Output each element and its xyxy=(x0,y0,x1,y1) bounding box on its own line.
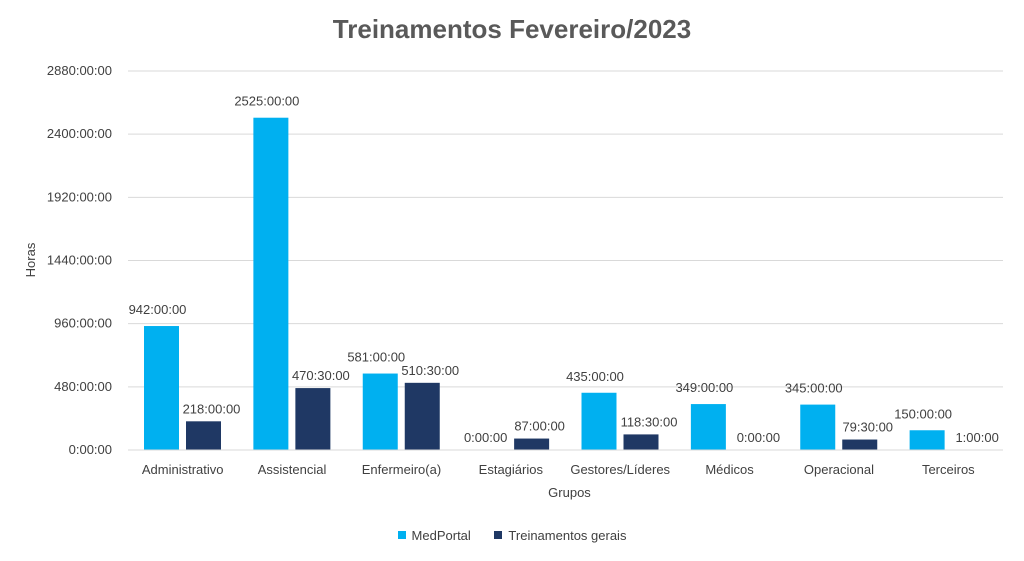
bar-treinamentos-gerais[interactable] xyxy=(623,434,659,450)
legend-swatch-medportal xyxy=(397,531,406,539)
data-label: 0:00:00 xyxy=(737,430,780,445)
x-category-label: Médicos xyxy=(705,462,754,477)
data-label: 79:30:00 xyxy=(842,420,893,435)
bar-medportal[interactable] xyxy=(690,404,726,450)
bar-medportal[interactable] xyxy=(800,404,836,450)
bars xyxy=(144,117,987,450)
y-tick-label: 0:00:00 xyxy=(69,442,112,457)
legend-label-treinamentos-gerais: Treinamentos gerais xyxy=(508,527,627,543)
data-label: 349:00:00 xyxy=(675,380,733,395)
x-category-label: Estagiários xyxy=(479,462,544,477)
y-tick-label: 1920:00:00 xyxy=(47,189,112,204)
data-label: 435:00:00 xyxy=(566,369,624,384)
bar-medportal[interactable] xyxy=(581,392,617,450)
x-category-label: Assistencial xyxy=(258,462,327,477)
legend-item-treinamentos-gerais[interactable]: Treinamentos gerais xyxy=(494,528,626,543)
legend: MedPortal Treinamentos gerais xyxy=(0,527,1024,543)
bar-medportal[interactable] xyxy=(362,373,398,450)
data-label: 150:00:00 xyxy=(894,406,952,421)
x-category-label: Operacional xyxy=(804,462,874,477)
y-tick-label: 1440:00:00 xyxy=(47,253,112,268)
bar-medportal[interactable] xyxy=(253,117,289,450)
y-tick-label: 960:00:00 xyxy=(54,316,112,331)
bar-treinamentos-gerais[interactable] xyxy=(186,421,221,450)
data-label: 118:30:00 xyxy=(621,414,678,429)
chart-title: Treinamentos Fevereiro/2023 xyxy=(332,14,692,44)
data-label: 87:00:00 xyxy=(514,419,565,434)
bar-treinamentos-gerais[interactable] xyxy=(514,438,550,450)
data-label: 581:00:00 xyxy=(347,350,405,365)
legend-swatch-treinamentos-gerais xyxy=(494,531,503,539)
data-label: 218:00:00 xyxy=(183,401,241,416)
x-category-label: Gestores/Líderes xyxy=(570,462,670,477)
x-axis-categories: Administrativo Assistencial Enfermeiro(a) E… xyxy=(142,462,975,477)
y-axis-title: Horas xyxy=(23,242,38,277)
bar-medportal[interactable] xyxy=(144,326,179,450)
data-labels: 942:00:00 218:00:00 2525:00:00 470:30:00 581… xyxy=(129,94,999,445)
data-label: 1:00:00 xyxy=(955,430,998,445)
legend-item-medportal[interactable]: MedPortal xyxy=(397,527,471,543)
x-category-label: Administrativo xyxy=(142,462,224,477)
bar-medportal[interactable] xyxy=(909,430,945,450)
x-category-label: Terceiros xyxy=(922,462,975,477)
bar-treinamentos-gerais[interactable] xyxy=(842,439,878,450)
data-label: 470:30:00 xyxy=(292,368,350,383)
data-label: 2525:00:00 xyxy=(234,94,299,109)
data-label: 0:00:00 xyxy=(464,430,507,445)
y-tick-label: 2880:00:00 xyxy=(47,63,112,78)
data-label: 345:00:00 xyxy=(785,381,843,396)
x-category-label: Enfermeiro(a) xyxy=(362,462,441,477)
y-axis-ticks: 0:00:00 480:00:00 960:00:00 1440:00:00 1920:… xyxy=(47,63,112,457)
y-tick-label: 480:00:00 xyxy=(54,379,112,394)
data-label: 942:00:00 xyxy=(129,302,187,317)
data-label: 510:30:00 xyxy=(401,363,459,378)
x-axis-title: Grupos xyxy=(548,485,591,500)
bar-treinamentos-gerais[interactable] xyxy=(404,382,440,450)
bar-treinamentos-gerais[interactable] xyxy=(295,388,331,450)
y-tick-label: 2400:00:00 xyxy=(47,126,112,141)
legend-label-medportal: MedPortal xyxy=(411,527,471,543)
